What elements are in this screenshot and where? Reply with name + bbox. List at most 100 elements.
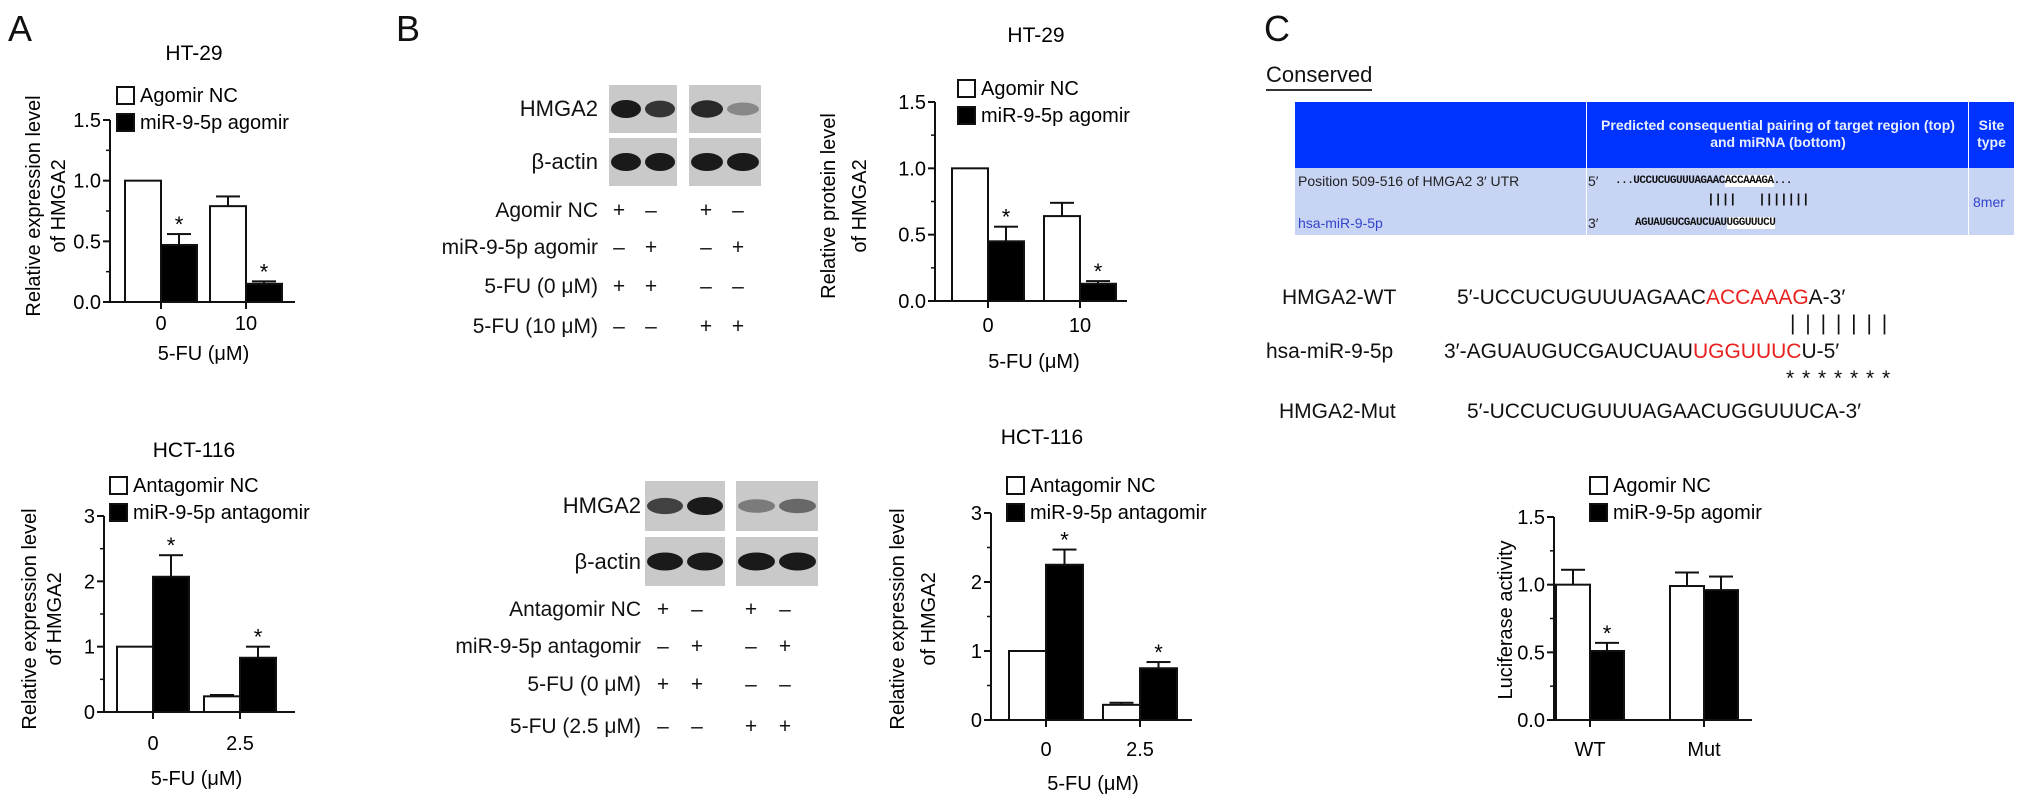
significance-asterisk: * bbox=[1094, 259, 1103, 284]
treatment-sign: + bbox=[744, 598, 758, 621]
wt-seq-seed: ACCAAAG bbox=[1705, 286, 1809, 309]
legend-swatch bbox=[1006, 476, 1025, 495]
y-tick-label: 1.5 bbox=[1517, 507, 1545, 529]
treatment-sign: – bbox=[645, 315, 657, 338]
x-tick-label: 2.5 bbox=[1126, 739, 1154, 761]
treatment-sign: + bbox=[612, 199, 626, 222]
blot-band bbox=[611, 100, 641, 118]
y-tick-label: 0 bbox=[84, 702, 95, 724]
treatment-sign: + bbox=[699, 315, 713, 338]
legend-label: miR-9-5p antagomir bbox=[133, 502, 310, 524]
treatment-sign: – bbox=[613, 315, 625, 338]
bar-mir-9-5p-agomir bbox=[1079, 282, 1117, 302]
x-axis-label: 5-FU (μM) bbox=[158, 343, 250, 365]
blot-band-label: HMGA2 bbox=[519, 96, 598, 121]
target-seq-post: ... bbox=[1773, 175, 1793, 187]
wt-seq-post: A-3′ bbox=[1808, 286, 1846, 309]
blot-band bbox=[727, 102, 759, 116]
panel-label-a: A bbox=[8, 8, 33, 49]
wt-label: HMGA2-WT bbox=[1282, 286, 1397, 309]
treatment-row-label: Antagomir NC bbox=[509, 598, 641, 621]
blot-band bbox=[687, 497, 723, 515]
x-tick-label: 0 bbox=[1040, 739, 1051, 761]
y-tick-label: 0.0 bbox=[898, 291, 926, 313]
legend-swatch bbox=[1589, 476, 1608, 495]
legend-swatch bbox=[1589, 503, 1608, 522]
bar-mir-9-5p-agomir bbox=[987, 240, 1025, 303]
y-axis-label: of HMGA2 bbox=[918, 572, 940, 665]
treatment-row-label: 5-FU (0 μM) bbox=[527, 673, 641, 696]
significance-asterisk: * bbox=[260, 259, 269, 284]
chart-title: HCT-116 bbox=[1001, 426, 1083, 449]
mirna-sequence: AGUAUGUCGAUCUAUUGGUUUCU bbox=[1635, 217, 1776, 229]
bar-mir-9-5p-antagomir bbox=[1045, 563, 1084, 721]
y-tick-label: 3 bbox=[971, 503, 982, 525]
treatment-row-label: Agomir NC bbox=[495, 199, 598, 222]
blot-band bbox=[611, 153, 641, 171]
significance-asterisk: * bbox=[1060, 528, 1069, 553]
treatment-sign: – bbox=[779, 598, 791, 621]
x-axis-label: 5-FU (μM) bbox=[1047, 773, 1139, 795]
blot-band bbox=[691, 153, 723, 171]
significance-asterisk: * bbox=[1002, 205, 1011, 230]
column-divider bbox=[1968, 102, 1969, 235]
x-tick-label: 0 bbox=[155, 313, 166, 335]
x-tick-label: 0 bbox=[147, 733, 158, 755]
site-type-value: 8mer bbox=[1973, 194, 2005, 210]
blot-band bbox=[687, 552, 723, 571]
legend-swatch bbox=[116, 86, 135, 105]
y-axis-label: of HMGA2 bbox=[849, 159, 871, 252]
mirna-sequence-full: 3′-AGUAUGUCGAUCUAUUGGUUUCU-5′ bbox=[1444, 340, 1839, 364]
y-tick-label: 0.5 bbox=[1517, 642, 1545, 664]
treatment-sign: + bbox=[644, 236, 658, 259]
header-site-type: Site type bbox=[1977, 117, 2006, 150]
mirna-label: hsa-miR-9-5p bbox=[1266, 340, 1394, 363]
legend-swatch bbox=[116, 113, 135, 132]
base-pairing-lines: | | | | | | | bbox=[1790, 312, 1890, 335]
mirna-row-label: hsa-miR-9-5p bbox=[1298, 215, 1383, 231]
target-sequence: ...UCCUCUGUUUAGAACACCAAAGA... bbox=[1615, 175, 1792, 187]
treatment-sign: + bbox=[612, 275, 626, 298]
x-tick-label: WT bbox=[1574, 739, 1605, 761]
treatment-sign: – bbox=[745, 635, 757, 658]
blot-band-label: β-actin bbox=[531, 149, 598, 174]
y-tick-label: 1.0 bbox=[73, 171, 101, 193]
blot-band bbox=[779, 498, 816, 514]
significance-asterisk: * bbox=[175, 212, 184, 237]
legend-label: Antagomir NC bbox=[1030, 475, 1156, 497]
y-axis-label: of HMGA2 bbox=[48, 159, 70, 252]
x-tick-label: 10 bbox=[235, 313, 257, 335]
mut-sequence: 5′-UCCUCUGUUUAGAACUGGUUUCA-3′ bbox=[1467, 400, 1862, 423]
mirna-seq-pre: AGUAUGUCGAUCUAU bbox=[1635, 217, 1727, 229]
target-row-label: Position 509-516 of HMGA2 3′ UTR bbox=[1298, 173, 1520, 189]
bar-mir-9-5p-antagomir bbox=[152, 575, 190, 714]
treatment-sign: – bbox=[779, 673, 791, 696]
x-tick-label: 2.5 bbox=[226, 733, 254, 755]
mirna-seq-seed: UGGUUUCU bbox=[1726, 217, 1776, 229]
y-tick-label: 3 bbox=[84, 506, 95, 528]
y-tick-label: 0.5 bbox=[898, 225, 926, 247]
table-header bbox=[1295, 102, 2014, 168]
mirna-row-end: 3′ bbox=[1588, 215, 1599, 231]
treatment-sign: + bbox=[731, 236, 745, 259]
treatment-sign: – bbox=[657, 635, 669, 658]
blot-band bbox=[738, 552, 775, 571]
y-axis-label: Relative expression level bbox=[23, 95, 45, 316]
legend-label: miR-9-5p agomir bbox=[1613, 502, 1762, 524]
treatment-sign: + bbox=[656, 598, 670, 621]
y-tick-label: 0.0 bbox=[73, 292, 101, 314]
treatment-row-label: 5-FU (10 μM) bbox=[472, 315, 598, 338]
bar-antagomir-nc bbox=[1102, 703, 1141, 722]
bar-agomir-nc bbox=[1669, 585, 1705, 722]
bar-agomir-nc bbox=[209, 205, 247, 303]
bar-antagomir-nc bbox=[203, 695, 241, 714]
x-tick-label: 10 bbox=[1069, 315, 1091, 337]
legend-swatch bbox=[957, 79, 976, 98]
bar-antagomir-nc bbox=[116, 645, 154, 714]
treatment-row-label: miR-9-5p antagomir bbox=[455, 635, 641, 658]
blot-band bbox=[647, 497, 683, 515]
x-tick-label: 0 bbox=[982, 315, 993, 337]
bar-agomir-nc bbox=[951, 167, 989, 302]
bar-mir-9-5p-antagomir bbox=[1139, 667, 1178, 721]
x-axis-label: 5-FU (μM) bbox=[151, 768, 243, 790]
